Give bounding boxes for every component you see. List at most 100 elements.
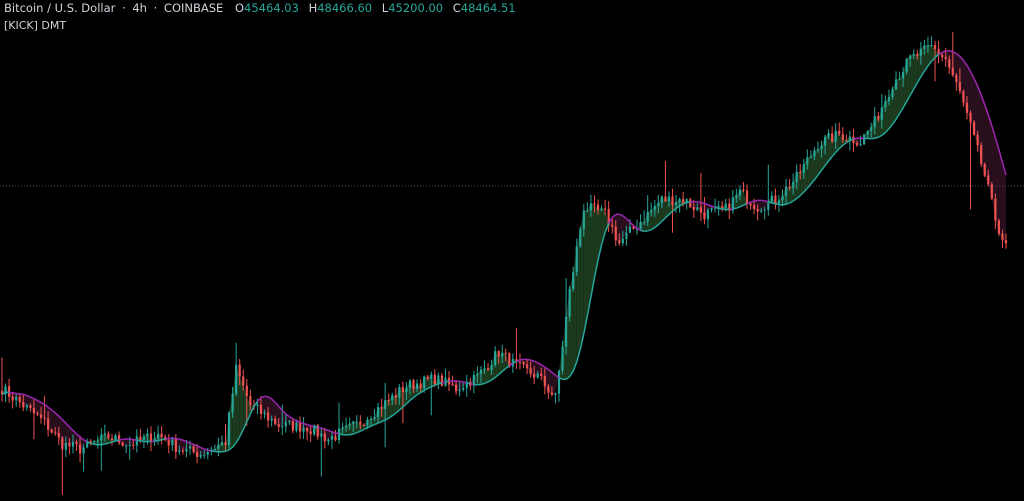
candle-up[interactable] (763, 209, 766, 211)
candle-up[interactable] (376, 407, 380, 418)
candle-up[interactable] (717, 205, 720, 207)
candle-up[interactable] (696, 207, 699, 210)
candle-up[interactable] (674, 201, 678, 206)
candle-up[interactable] (646, 212, 649, 222)
candle-up[interactable] (82, 447, 85, 454)
candle-down[interactable] (68, 442, 71, 447)
candle-down[interactable] (969, 112, 972, 123)
candle-up[interactable] (760, 210, 763, 212)
candle-down[interactable] (419, 383, 422, 389)
candle-up[interactable] (667, 196, 671, 202)
candle-up[interactable] (217, 444, 220, 449)
candle-down[interactable] (238, 364, 241, 377)
candle-down[interactable] (522, 362, 525, 365)
candle-up[interactable] (870, 127, 873, 132)
candle-up[interactable] (848, 136, 852, 141)
candle-up[interactable] (564, 316, 568, 347)
candle-up[interactable] (86, 440, 89, 448)
candle-up[interactable] (795, 171, 798, 182)
candle-down[interactable] (845, 139, 848, 141)
candle-up[interactable] (235, 364, 238, 394)
candle-down[interactable] (604, 208, 607, 210)
candle-up[interactable] (430, 374, 433, 379)
candle-down[interactable] (245, 385, 248, 397)
candle-up[interactable] (494, 351, 497, 365)
candle-down[interactable] (941, 54, 944, 58)
candle-up[interactable] (586, 210, 589, 212)
indicator-label[interactable]: [KICK] DMT (4, 19, 67, 32)
candle-down[interactable] (224, 442, 227, 445)
candle-up[interactable] (902, 71, 905, 79)
candle-up[interactable] (391, 395, 394, 401)
candle-up[interactable] (710, 208, 713, 210)
candle-up[interactable] (313, 425, 316, 435)
candle-up[interactable] (64, 442, 67, 450)
candle-up[interactable] (887, 97, 891, 102)
candle-down[interactable] (877, 116, 880, 120)
candle-up[interactable] (706, 209, 710, 220)
candle-up[interactable] (281, 426, 284, 428)
candle-up[interactable] (820, 145, 823, 150)
candle-up[interactable] (767, 201, 770, 210)
candle-up[interactable] (880, 107, 883, 120)
candle-up[interactable] (483, 368, 486, 370)
candle-down[interactable] (181, 450, 185, 452)
candle-down[interactable] (799, 171, 802, 174)
candle-down[interactable] (618, 240, 621, 244)
candle-up[interactable] (408, 380, 412, 388)
candle-down[interactable] (955, 75, 958, 82)
candle-up[interactable] (114, 435, 117, 441)
candle-down[interactable] (433, 374, 436, 385)
candle-down[interactable] (274, 418, 277, 425)
candle-up[interactable] (561, 346, 564, 371)
candle-up[interactable] (894, 79, 898, 90)
candle-down[interactable] (110, 438, 114, 441)
candle-up[interactable] (93, 441, 96, 443)
candle-down[interactable] (983, 163, 986, 176)
candle-up[interactable] (171, 439, 174, 446)
candle-down[interactable] (614, 226, 617, 241)
candle-up[interactable] (909, 55, 912, 59)
candle-up[interactable] (898, 78, 901, 80)
candle-up[interactable] (930, 44, 933, 46)
candle-down[interactable] (57, 432, 60, 438)
candle-down[interactable] (529, 368, 532, 375)
candle-down[interactable] (756, 208, 759, 212)
candle-up[interactable] (100, 434, 103, 441)
candle-up[interactable] (369, 419, 373, 421)
candle-up[interactable] (103, 433, 106, 435)
candle-up[interactable] (462, 387, 465, 390)
candle-up[interactable] (653, 206, 656, 211)
candle-down[interactable] (788, 186, 791, 189)
candle-down[interactable] (167, 440, 170, 446)
candle-down[interactable] (249, 396, 252, 406)
candle-down[interactable] (774, 195, 777, 204)
candle-down[interactable] (121, 442, 124, 446)
candle-up[interactable] (479, 369, 483, 374)
candle-down[interactable] (997, 220, 1001, 234)
candle-up[interactable] (415, 383, 419, 389)
symbol-name[interactable]: Bitcoin / U.S. Dollar (4, 1, 116, 15)
candle-up[interactable] (348, 423, 351, 426)
candle-down[interactable] (540, 373, 543, 377)
candle-down[interactable] (699, 207, 702, 213)
candle-up[interactable] (142, 436, 146, 440)
candle-down[interactable] (451, 384, 454, 386)
candle-up[interactable] (355, 421, 358, 423)
candle-up[interactable] (813, 150, 816, 157)
candle-down[interactable] (380, 407, 383, 409)
candle-up[interactable] (884, 101, 887, 108)
candle-down[interactable] (309, 431, 312, 435)
candle-up[interactable] (724, 203, 727, 208)
candle-down[interactable] (831, 133, 834, 142)
candle-up[interactable] (465, 381, 468, 388)
candle-up[interactable] (625, 232, 628, 239)
candle-down[interactable] (607, 208, 610, 225)
candle-down[interactable] (987, 175, 990, 185)
candle-up[interactable] (178, 450, 181, 452)
candle-up[interactable] (643, 221, 646, 223)
candle-up[interactable] (572, 272, 575, 289)
candle-down[interactable] (334, 436, 337, 441)
candle-up[interactable] (891, 89, 894, 98)
